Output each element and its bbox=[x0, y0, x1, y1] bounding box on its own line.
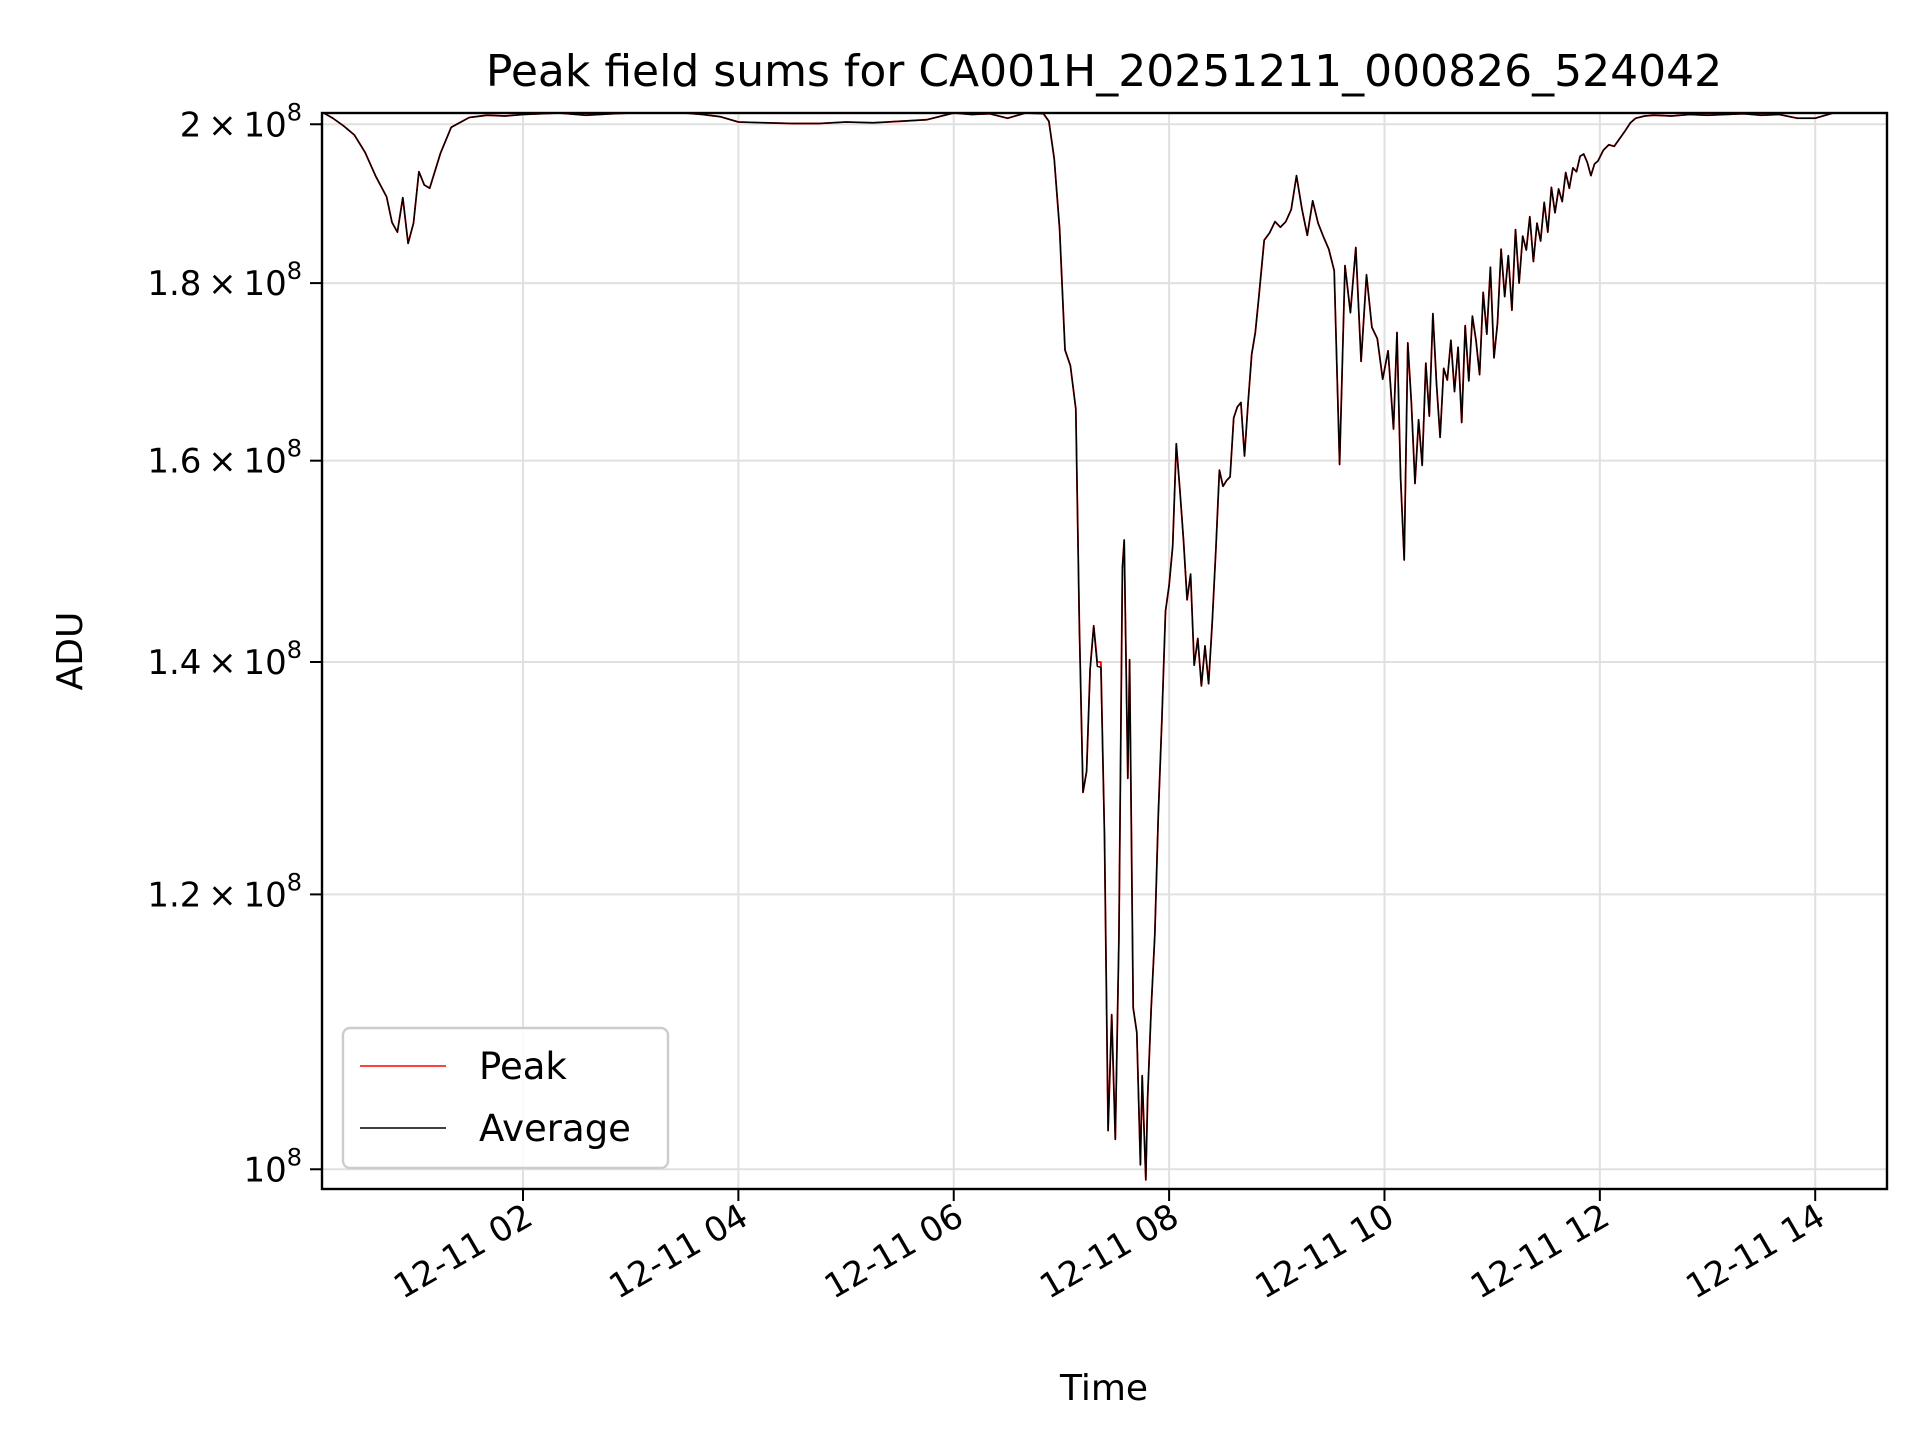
y-tick-label: 1.6 × 108 bbox=[147, 435, 302, 482]
plot-area-frame bbox=[320, 111, 1889, 1191]
legend-label-peak: Peak bbox=[479, 1045, 567, 1088]
series-lines bbox=[323, 112, 1834, 1181]
legend-box bbox=[341, 1026, 670, 1170]
legend: Peak Average bbox=[341, 1026, 670, 1170]
y-tick-label: 1.8 × 108 bbox=[147, 257, 302, 304]
x-axis-label: Time bbox=[1059, 1368, 1148, 1409]
y-tick-label: 1.2 × 108 bbox=[147, 868, 302, 915]
y-axis-ticks: 108 1.2 × 108 1.4 × 108 1.6 × 108 1.8 × 108 2… bbox=[147, 98, 322, 1190]
legend-label-average: Average bbox=[479, 1107, 631, 1150]
y-tick-label: 1.4 × 108 bbox=[147, 636, 302, 683]
y-axis-label: ADU bbox=[50, 612, 91, 691]
series-line-average bbox=[323, 112, 1834, 1181]
y-tick-label: 2 × 108 bbox=[180, 98, 302, 145]
chart-title: Peak field sums for CA001H_20251211_0008… bbox=[486, 46, 1722, 97]
y-tick-label: 108 bbox=[243, 1143, 302, 1190]
grid-lines bbox=[322, 113, 1887, 1189]
